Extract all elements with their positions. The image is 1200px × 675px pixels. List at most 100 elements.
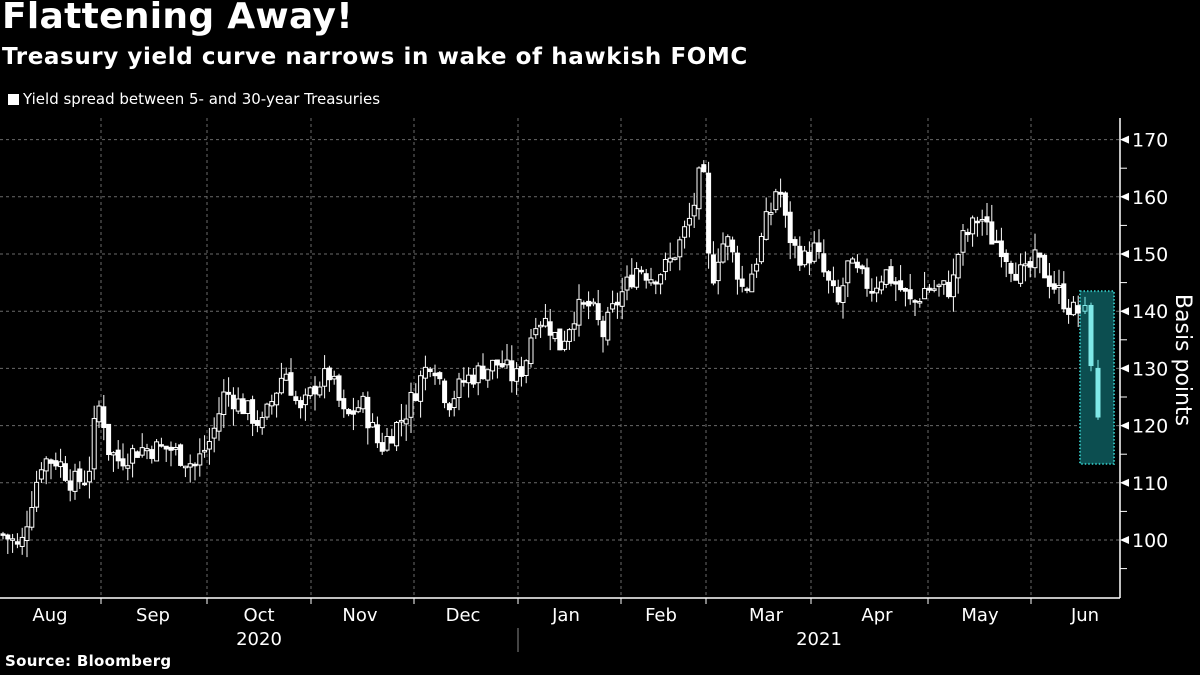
candle-body <box>538 324 544 328</box>
candle-body <box>494 359 500 366</box>
candle-body <box>634 268 640 288</box>
highlight-candle-body <box>1088 304 1094 367</box>
candle-body <box>941 280 947 285</box>
candle-body <box>893 281 899 285</box>
candle-body <box>230 394 236 410</box>
candle-body <box>586 300 592 307</box>
candle-body <box>264 403 270 418</box>
candle-body <box>720 243 726 263</box>
candle-body <box>989 221 995 245</box>
candle-body <box>562 340 568 350</box>
candle-body <box>581 302 587 305</box>
candle-body <box>859 265 865 270</box>
y-tick-marker-icon <box>1120 307 1129 316</box>
candle-body <box>590 301 596 305</box>
candle-body <box>754 263 760 272</box>
candle-body <box>1066 307 1072 315</box>
x-month-label: Feb <box>645 605 677 626</box>
candle-body <box>341 398 347 410</box>
candle-body <box>197 453 203 466</box>
x-month-label: Sep <box>136 605 170 626</box>
candle-body <box>1037 252 1043 258</box>
highlight-candle-body <box>1082 304 1088 312</box>
candle-body <box>211 427 217 439</box>
candle-body <box>427 368 433 373</box>
candle-body <box>53 460 59 467</box>
candle-body <box>96 405 102 423</box>
candle-body <box>821 253 827 273</box>
candle-body <box>226 391 232 395</box>
fomc-highlight-box <box>1079 290 1115 465</box>
candle-body <box>1061 283 1067 310</box>
candle-body <box>298 400 304 409</box>
candle-body <box>235 398 241 412</box>
candle-body <box>696 167 702 210</box>
candle-body <box>134 451 140 458</box>
candle-body <box>854 261 860 269</box>
candle-body <box>307 387 313 397</box>
candle-body <box>154 441 160 462</box>
candle-body <box>250 399 256 424</box>
candle-body <box>1070 301 1076 316</box>
candle-body <box>768 212 774 215</box>
candle-body <box>682 226 688 238</box>
candle-body <box>1051 283 1057 290</box>
candle-body <box>994 240 1000 244</box>
candle-body <box>187 463 193 468</box>
candle-body <box>355 407 361 413</box>
candle-body <box>888 266 894 284</box>
candle-body <box>965 231 971 236</box>
y-tick-label: 160 <box>1132 187 1168 209</box>
candle-body <box>931 288 937 291</box>
legend: Yield spread between 5- and 30-year Trea… <box>8 90 380 108</box>
candle-body <box>346 409 352 415</box>
candle-body <box>370 421 376 428</box>
candle-body <box>475 365 481 384</box>
candle-body <box>811 242 817 262</box>
candle-body <box>898 280 904 291</box>
candle-body <box>283 373 289 381</box>
candle-body <box>706 172 712 254</box>
candle-body <box>317 386 323 396</box>
candle-body <box>62 463 68 481</box>
x-year-label: 2020 <box>236 629 282 650</box>
candle-body <box>394 422 400 447</box>
candle-body <box>149 449 155 459</box>
candle-body <box>312 385 318 395</box>
candle-body <box>830 280 836 287</box>
candle-body <box>826 271 832 281</box>
candle-body <box>19 536 25 547</box>
candle-body <box>350 410 356 415</box>
candle-body <box>158 444 164 447</box>
candle-body <box>509 360 515 382</box>
candle-body <box>38 469 44 480</box>
y-tick-marker-icon <box>1120 135 1129 144</box>
candle-body <box>1046 275 1052 287</box>
candle-body <box>1003 252 1009 263</box>
chart-subtitle: Treasury yield curve narrows in wake of … <box>2 44 748 70</box>
y-tick-marker-icon <box>1120 192 1129 201</box>
candle-body <box>274 392 280 406</box>
candle-body <box>710 254 716 284</box>
candle-body <box>1027 261 1033 268</box>
candle-body <box>48 459 54 464</box>
candle-body <box>34 481 40 508</box>
candle-body <box>43 458 49 472</box>
candle-body <box>902 287 908 292</box>
x-year-label: 2021 <box>796 629 842 650</box>
candle-body <box>101 406 107 429</box>
candle-body <box>110 452 116 456</box>
candle-body <box>542 317 548 327</box>
candle-body <box>936 284 942 288</box>
x-month-label: Dec <box>446 605 481 626</box>
candle-body <box>946 281 952 298</box>
candle-body <box>480 365 486 380</box>
candle-body <box>816 242 822 253</box>
candle-body <box>5 534 11 540</box>
candle-body <box>533 328 539 336</box>
chart-title: Flattening Away! <box>2 0 353 37</box>
candle-body <box>269 401 275 407</box>
y-tick-marker-icon <box>1120 250 1129 258</box>
candle-body <box>523 360 529 377</box>
candle-body <box>653 281 659 285</box>
